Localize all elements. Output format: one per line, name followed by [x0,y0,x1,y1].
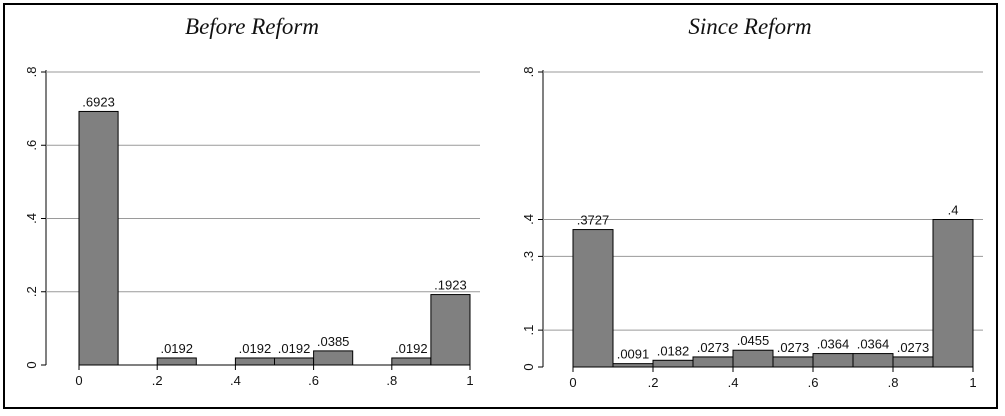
bar-value-label: .0364 [857,337,890,352]
x-tick-label: 1 [969,375,976,390]
x-tick-label: .4 [728,375,739,390]
y-tick-label: .2 [24,286,39,297]
bar-value-label: .0182 [657,343,690,358]
histogram-bar [572,229,614,368]
chart-title: Since Reform [688,14,811,39]
x-tick-label: .4 [230,373,241,388]
bar-value-label: .0192 [160,341,193,356]
bar-value-label: .4 [948,203,959,218]
histogram-bar [892,356,934,368]
bar-value-label: .0192 [278,341,311,356]
x-tick-label: .6 [308,373,319,388]
bar-value-label: .0273 [897,340,930,355]
x-tick-label: .2 [152,373,163,388]
histogram-bar [313,350,354,366]
x-tick-label: .8 [888,375,899,390]
histogram-bar [430,294,471,366]
y-tick-label: .8 [521,67,536,78]
bar-value-label: .3727 [577,213,610,228]
x-tick-label: .2 [648,375,659,390]
bar-value-label: .0192 [395,341,428,356]
chart-panel-2: Since Reform 0 .1 .3 .4 .8 0 .2 .4 .6 .8 1 .3727 .009… [521,14,983,390]
histogram-bar [692,356,734,368]
chart-title: Before Reform [185,14,319,39]
bar-value-label: .0273 [777,340,810,355]
histogram-bar [852,353,894,368]
x-tick-label: 0 [75,373,82,388]
bar-value-label: .0455 [737,333,770,348]
histogram-bar [732,349,774,368]
histogram-bar [78,110,119,366]
y-tick-label: .8 [24,67,39,78]
bar-value-label: .0385 [317,334,350,349]
y-tick-label: 0 [521,363,536,370]
x-tick-label: 1 [466,373,473,388]
bar-value-label: .0091 [617,347,650,362]
figure-frame [3,3,998,409]
y-tick-label: .1 [521,325,536,336]
histogram-bar [652,359,694,368]
x-tick-label: 0 [569,375,576,390]
y-tick-label: .6 [24,140,39,151]
x-tick-label: .6 [808,375,819,390]
histogram-bar [612,363,654,368]
histogram-bar [391,357,432,366]
histogram-bar [812,353,854,368]
histogram-bar [156,357,197,366]
bar-value-label: .0273 [697,340,730,355]
histogram-bar [274,357,315,366]
y-tick-label: .3 [521,251,536,262]
bar-value-label: .6923 [82,94,115,109]
chart-panel-1: Before Reform 0 .2 .4 .6 .8 0 .2 .4 .6 .8 1 .6923 .01… [24,14,480,388]
y-tick-label: .4 [521,214,536,225]
bar-value-label: .0192 [239,341,272,356]
y-tick-label: 0 [24,361,39,368]
y-tick-label: .4 [24,213,39,224]
histogram-bar [234,357,275,366]
bar-value-label: .0364 [817,337,850,352]
histogram-bar [772,356,814,368]
x-tick-label: .8 [386,373,397,388]
bar-value-label: .1923 [434,278,467,293]
histogram-bar [932,219,974,368]
